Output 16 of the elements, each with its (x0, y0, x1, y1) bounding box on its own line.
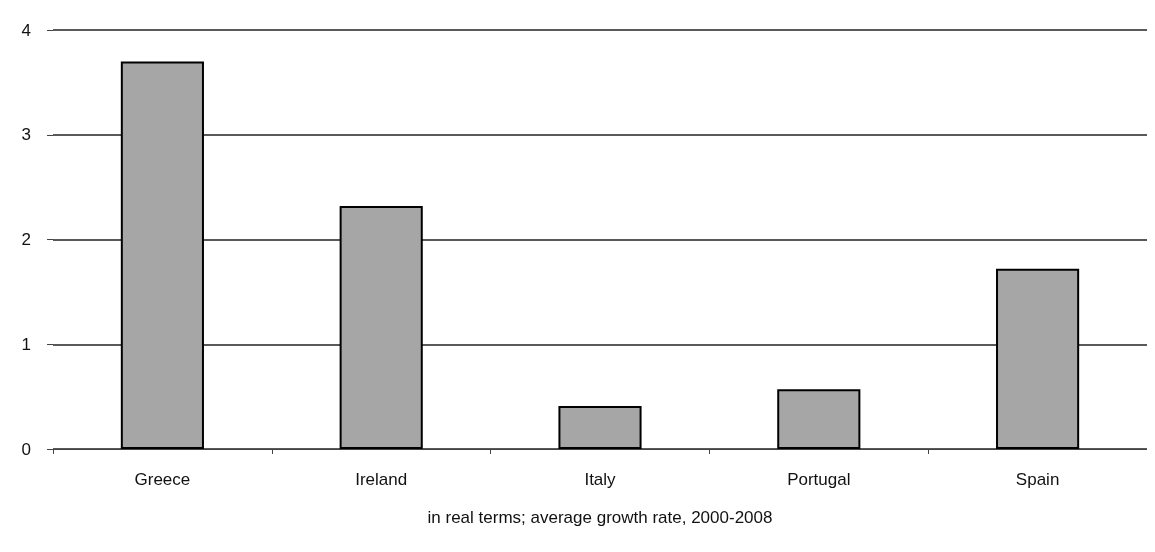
bar (996, 268, 1080, 449)
bar (558, 406, 642, 449)
x-tick-label: Portugal (787, 470, 851, 489)
bar (120, 61, 204, 449)
x-tick-label: Greece (134, 470, 191, 489)
y-tick-label: 3 (21, 125, 31, 145)
y-tick-label: 4 (21, 20, 31, 40)
x-tick-label: Ireland (355, 470, 408, 489)
y-tick-label: 2 (21, 230, 31, 249)
x-tick-label: Italy (584, 470, 617, 489)
y-tick-label: 0 (21, 439, 31, 459)
bar (339, 205, 423, 449)
y-tick-label: 1 (21, 334, 31, 354)
x-axis-title: in real terms; average growth rate, 2000-2008 (427, 508, 773, 527)
x-tick-label: Spain (1015, 470, 1060, 489)
bar (777, 389, 861, 449)
